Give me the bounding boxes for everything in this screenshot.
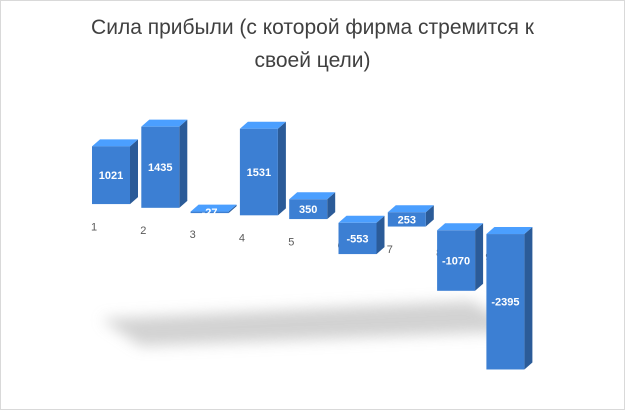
- bar-side: [425, 205, 434, 227]
- data-label: -553: [346, 233, 368, 245]
- bar-side: [179, 119, 188, 208]
- chart-title: Сила прибыли (с которой фирма стремится …: [91, 16, 534, 72]
- bar-side: [524, 227, 533, 370]
- x-tick-label: 7: [387, 244, 393, 256]
- data-label: 350: [299, 204, 317, 216]
- bar-side: [228, 204, 237, 214]
- bar-top: [437, 223, 484, 231]
- x-tick-label: 3: [190, 229, 196, 241]
- bar: [239, 128, 278, 216]
- x-tick-label: 2: [140, 225, 146, 237]
- bars: 12345678910211435-271531350-553253-1070-…: [91, 119, 533, 370]
- bar-side: [475, 223, 484, 291]
- floor-shadow: [101, 301, 521, 346]
- bar-side: [277, 121, 286, 216]
- x-tick-label: 4: [239, 233, 245, 245]
- bar-top: [387, 205, 434, 213]
- bar: [92, 146, 130, 205]
- bar: [387, 212, 426, 227]
- bar-top: [92, 139, 138, 147]
- bar: [338, 222, 377, 255]
- data-label: -27: [202, 207, 218, 219]
- x-tick-label: 1: [91, 221, 97, 233]
- data-label: -2395: [491, 297, 519, 309]
- bar: [190, 211, 229, 214]
- data-label: 1021: [99, 170, 123, 182]
- data-label: 253: [398, 214, 416, 226]
- data-label: -1070: [442, 255, 470, 267]
- x-tick-label: 5: [288, 236, 294, 248]
- bar-top: [141, 119, 188, 127]
- bar-side: [376, 215, 385, 255]
- bar: [437, 230, 476, 291]
- bar-top: [338, 215, 385, 223]
- data-label: 1435: [148, 162, 172, 174]
- bar-top: [486, 227, 533, 235]
- data-label: 1531: [247, 167, 271, 179]
- bar-top: [289, 192, 336, 200]
- bar-side: [327, 192, 336, 220]
- bar: [289, 199, 328, 220]
- bar-side: [130, 139, 138, 205]
- bar-top: [190, 204, 237, 212]
- bar-top: [239, 121, 286, 129]
- bar: [486, 234, 525, 370]
- bar: [141, 126, 180, 208]
